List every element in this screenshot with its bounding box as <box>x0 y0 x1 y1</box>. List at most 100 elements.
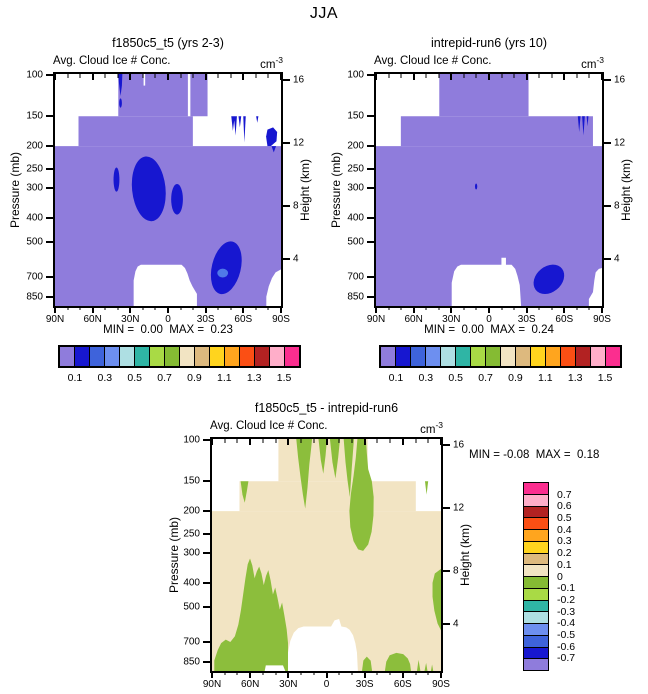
pressure-tick-label: 100 <box>347 69 364 81</box>
field-shape <box>329 439 341 479</box>
field-shape <box>582 116 585 136</box>
pressure-tick-label: 150 <box>183 475 200 487</box>
field-shape <box>131 156 166 222</box>
x-minor-tick <box>415 439 417 443</box>
height-tick-label: 12 <box>293 137 305 149</box>
plot-box: 100 150 200 250 300 400 500 700 850 16 12 8 4 90N 60N 3… <box>183 434 464 690</box>
colorbar-horizontal-left: 0.1 0.3 0.5 0.7 0.9 1.1 1.3 1.5 <box>58 345 301 384</box>
x-tick-label: 90S <box>432 679 450 690</box>
x-tick <box>167 306 169 313</box>
x-minor-tick <box>338 439 340 443</box>
colorbar-tick-label: 0.7 <box>557 488 572 501</box>
colorbar-cell <box>560 347 575 366</box>
x-tick <box>401 439 404 445</box>
x-tick <box>450 306 453 313</box>
x-minor-tick <box>463 74 465 78</box>
x-tick-label: 60S <box>555 314 574 325</box>
x-tick <box>211 439 213 445</box>
pressure-tick <box>203 510 210 513</box>
colorbar-cell <box>524 576 548 588</box>
units-label: cm-3 <box>420 420 443 436</box>
pressure-tick-label: 400 <box>26 212 43 224</box>
pressure-tick <box>367 168 374 171</box>
x-tick-label: 90S <box>272 314 290 325</box>
colorbar-cell <box>524 483 548 494</box>
x-tick <box>525 306 528 313</box>
colorbar-cell <box>381 347 395 366</box>
x-tick <box>280 306 282 313</box>
height-tick <box>443 622 450 625</box>
x-tick <box>211 671 213 678</box>
colorbar-cell <box>524 611 548 623</box>
pressure-tick-label: 850 <box>183 656 200 668</box>
pressure-tick <box>46 187 53 190</box>
colorbar-cell <box>500 347 515 366</box>
colorbar-cell <box>524 658 548 670</box>
x-minor-tick <box>351 439 353 443</box>
pressure-axis-label: Pressure (mb) <box>8 151 22 229</box>
field-shape <box>143 74 146 86</box>
colorbar-tick-label: 1.1 <box>217 372 232 384</box>
x-minor-tick <box>104 74 106 78</box>
colorbar-cell <box>530 347 545 366</box>
x-tick <box>601 74 603 80</box>
x-tick-label: 0 <box>323 679 330 690</box>
colorbar-tick-label: 0.9 <box>187 372 202 384</box>
pressure-tick <box>203 533 210 536</box>
x-minor-tick <box>79 74 81 78</box>
height-tick <box>443 444 450 447</box>
x-tick-label: 90S <box>593 314 611 325</box>
colorbar-tick-label: 0.5 <box>127 372 142 384</box>
pressure-tick-label: 400 <box>347 212 364 224</box>
pressure-tick <box>46 295 53 298</box>
field-shape <box>171 183 183 215</box>
height-tick-label: 8 <box>614 200 620 212</box>
pressure-tick-label: 200 <box>26 140 43 152</box>
colorbar-cell <box>524 587 548 600</box>
field-shape <box>424 662 428 671</box>
panel-title: f1850c5_t5 (yrs 2-3) <box>112 36 224 50</box>
units-label: cm-3 <box>581 55 604 71</box>
stats-text: MIN = 0.00 MAX = 0.23 <box>103 324 233 336</box>
pressure-tick-label: 400 <box>183 577 200 589</box>
height-tick <box>283 79 290 82</box>
colorbar-tick-label: -0.2 <box>557 593 576 606</box>
field-shape <box>424 481 429 495</box>
x-minor-tick <box>501 306 503 310</box>
x-minor-tick <box>475 74 477 78</box>
panel-title: f1850c5_t5 - intrepid-run6 <box>254 401 399 415</box>
x-tick <box>412 74 415 80</box>
pressure-tick <box>203 660 210 663</box>
x-minor-tick <box>180 74 182 78</box>
x-minor-tick <box>180 306 182 310</box>
x-tick-label: 0 <box>165 314 171 325</box>
pressure-tick-label: 700 <box>347 271 364 283</box>
pressure-tick <box>46 275 53 278</box>
x-tick <box>563 306 566 313</box>
colorbar-cell <box>440 347 455 366</box>
colorbar-cell <box>470 347 485 366</box>
pressure-tick <box>367 115 374 118</box>
colorbar-cell <box>524 493 548 506</box>
field-shape <box>430 664 434 671</box>
x-minor-tick <box>425 74 427 78</box>
x-minor-tick <box>576 306 578 310</box>
colorbar-cell <box>524 529 548 541</box>
height-tick-label: 12 <box>453 502 465 514</box>
x-tick <box>363 439 366 445</box>
x-tick <box>412 306 415 313</box>
pressure-tick <box>46 73 53 76</box>
x-minor-tick <box>117 74 119 78</box>
colorbar-tick-label: 1.1 <box>538 372 553 384</box>
field-shape <box>384 652 412 671</box>
panel-title: intrepid-run6 (yrs 10) <box>430 36 547 50</box>
pressure-axis-label: Pressure (mb) <box>329 151 343 229</box>
x-tick <box>563 74 566 80</box>
pressure-tick <box>367 187 374 190</box>
x-tick-label: 60S <box>234 314 253 325</box>
height-tick-label: 12 <box>614 137 626 149</box>
colorbar-cell <box>524 646 548 659</box>
x-tick <box>375 74 377 80</box>
height-tick <box>283 257 290 260</box>
